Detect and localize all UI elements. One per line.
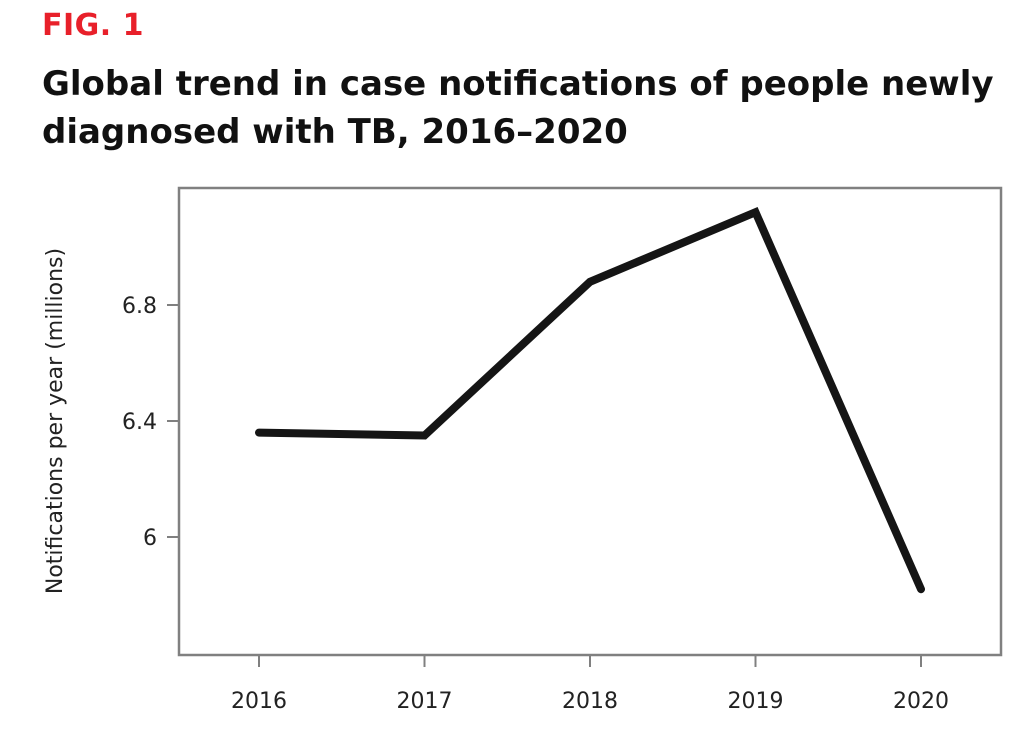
y-tick-label: 6 (143, 526, 157, 551)
series-line (255, 206, 925, 594)
x-tick-label: 2018 (562, 689, 618, 714)
series-layer (255, 206, 925, 594)
y-axis-ticks: 6 6.4 6.8 (122, 294, 179, 551)
y-axis-label: Notifications per year (millions) (43, 248, 68, 594)
plot-frame (177, 186, 1003, 657)
figure-label: FIG. 1 (42, 8, 144, 43)
x-tick-label: 2016 (231, 689, 287, 714)
y-tick-label: 6.8 (122, 294, 157, 319)
y-tick-label: 6.4 (122, 410, 157, 435)
x-tick-label: 2019 (728, 689, 784, 714)
x-axis-ticks: 2016 2017 2018 2019 2020 (231, 655, 949, 714)
x-tick-label: 2020 (893, 689, 949, 714)
chart-title: Global trend in case notifications of pe… (42, 64, 994, 152)
x-tick-label: 2017 (397, 689, 453, 714)
